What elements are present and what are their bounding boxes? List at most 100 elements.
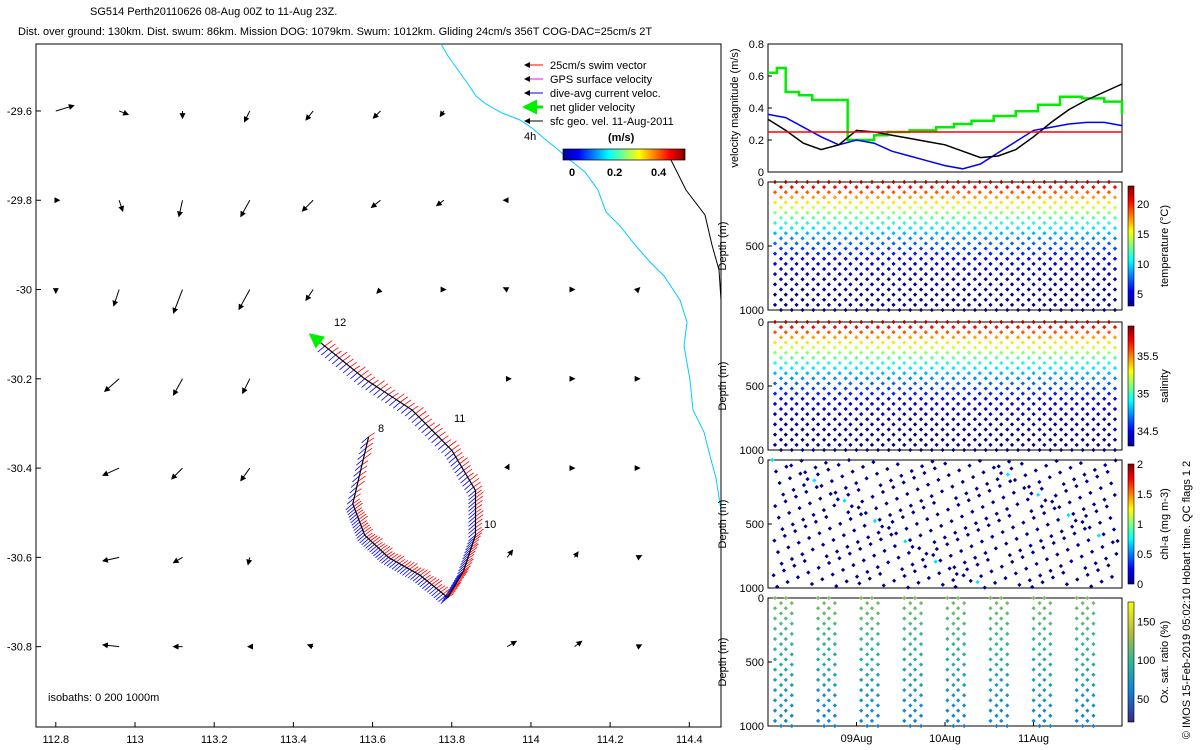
section-data-point [865,662,870,667]
section-data-point [859,636,864,642]
section-data-point [826,442,831,448]
section-data-point [1026,376,1031,381]
dac-vector [468,508,476,516]
section-data-point [1015,277,1021,282]
section-data-point [875,437,881,442]
section-data-point [1048,335,1053,340]
dac-vector [419,580,428,588]
section-data-point [966,292,972,297]
section-data-point [888,512,893,518]
section-data-point [840,474,845,479]
dac-vector [389,399,397,406]
section-data-point [1048,307,1053,313]
section-data-point [1063,381,1069,386]
section-data-point [832,225,837,231]
section-data-point [951,266,956,272]
section-data-point [945,340,950,345]
section-data-point [1080,652,1085,657]
section-data-point [1037,376,1042,381]
section-data-point [999,412,1004,417]
section-data-point [934,200,939,205]
section-data-point [1026,277,1031,282]
section-data-point [859,350,864,355]
section-y-tick-label: 0 [758,593,764,605]
section-data-point [869,391,875,396]
section-data-point [983,376,988,381]
section-data-point [811,324,816,330]
section-data-point [1005,713,1010,718]
geo-vector [172,289,183,314]
section-data-point [951,621,956,626]
section-data-point [1026,215,1031,220]
section-data-point [811,345,816,350]
section-data-point [1096,442,1101,448]
section-data-point [837,381,842,386]
section-data-point [1112,427,1118,432]
section-data-point [1042,606,1047,611]
section-data-point [918,713,924,718]
swim-vector [370,535,378,541]
section-data-point [1106,179,1112,185]
section-data-point [897,396,902,401]
section-data-point [1026,225,1031,231]
section-data-point [837,251,842,256]
section-data-point [859,595,864,601]
swim-vector [425,418,433,424]
swim-vector [361,460,369,466]
section-data-point [940,447,945,453]
section-data-point [1069,205,1075,210]
section-data-point [945,282,950,287]
section-data-point [988,340,993,345]
section-data-point [1037,652,1042,657]
section-data-point [1031,371,1036,376]
section-data-point [1009,231,1015,236]
section-data-point [1037,611,1042,616]
section-data-point [826,231,831,236]
section-data-point [869,667,875,672]
section-data-point [859,677,864,683]
section-data-point [789,324,794,330]
map-y-tick-label: -29.6 [7,106,32,118]
section-data-point [929,355,934,360]
section-data-point [945,657,950,662]
section-data-point [869,371,875,376]
section-data-point [1106,251,1112,256]
section-data-point [940,184,945,190]
dac-vector [345,503,354,511]
section-data-point [843,277,848,282]
dac-vector [412,574,421,582]
section-data-point [843,256,848,261]
section-data-point [939,523,944,529]
section-data-point [832,307,837,313]
section-data-point [826,636,831,642]
geo-vector [633,287,641,294]
swim-vector [324,340,333,347]
section-data-point [1074,179,1079,185]
section-data-point [1059,417,1064,422]
section-data-point [820,577,825,582]
section-data-point [999,718,1004,724]
section-data-point [1059,396,1064,401]
section-data-point [1042,708,1047,713]
section-data-point [815,677,821,683]
section-data-point [778,256,784,261]
section-data-point [1048,376,1053,381]
section-data-point [783,391,788,396]
section-data-point [966,422,972,427]
section-data-point [859,391,864,396]
section-data-point [972,215,978,220]
section-data-point [1085,272,1090,277]
section-data-point [868,541,873,547]
section-data-point [994,652,999,657]
section-data-point [1037,307,1042,313]
section-data-point [1042,412,1047,417]
section-data-point [1074,330,1079,335]
section-data-point [934,432,939,437]
section-data-point [832,406,837,412]
section-data-point [1096,330,1101,335]
section-data-point [869,272,875,277]
section-data-point [891,442,896,448]
map-x-tick-label: 114.4 [676,734,703,746]
section-data-point [811,236,816,241]
section-data-point [1005,345,1010,350]
